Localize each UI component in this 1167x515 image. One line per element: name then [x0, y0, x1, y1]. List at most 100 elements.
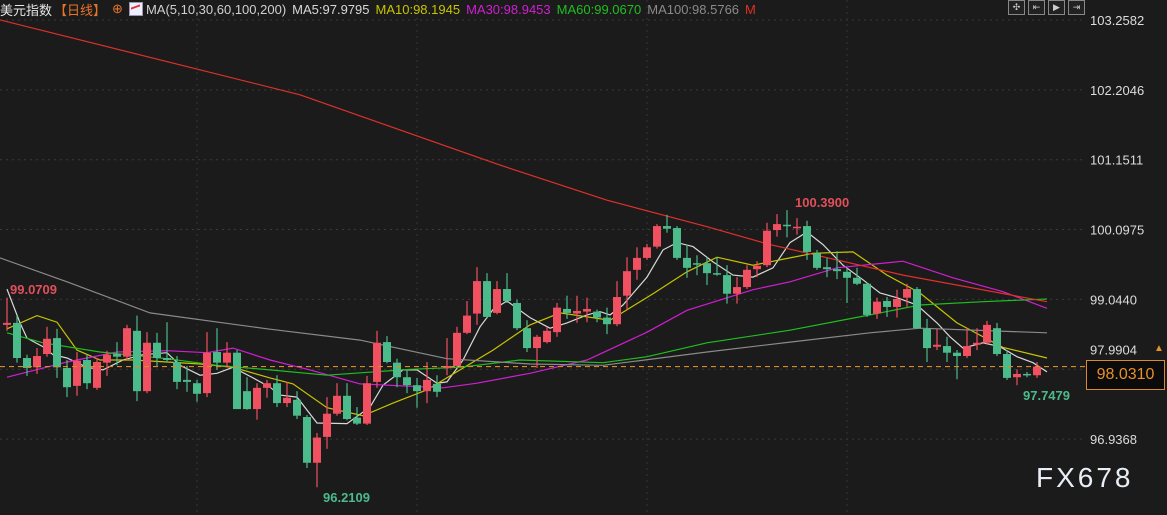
- candle: [423, 361, 431, 404]
- candle: [713, 257, 721, 276]
- candle-body: [773, 224, 781, 231]
- candle-body: [523, 328, 531, 349]
- low-annotation-right: 97.7479: [1023, 388, 1070, 403]
- candle-body: [423, 379, 431, 392]
- candle: [933, 328, 941, 351]
- candle-body: [923, 328, 931, 349]
- candle: [693, 255, 701, 276]
- price-tag-arrow-icon: ▲: [1154, 343, 1164, 354]
- candle-body: [63, 367, 71, 388]
- zoom-range-icon[interactable]: ⇤: [1028, 0, 1045, 15]
- candle: [143, 332, 151, 394]
- candle-body: [543, 330, 551, 343]
- candle-body: [393, 362, 401, 378]
- y-tick-label: 97.9904: [1090, 343, 1137, 358]
- candle-body: [763, 230, 771, 266]
- candle-body: [173, 361, 181, 382]
- candle-body: [863, 283, 871, 315]
- candle: [63, 359, 71, 398]
- candle-body: [433, 383, 441, 392]
- candle: [953, 350, 961, 380]
- ma-legend-item: MA60:99.0670: [556, 1, 642, 17]
- candle-body: [563, 308, 571, 313]
- play-icon[interactable]: ▶: [1048, 0, 1065, 15]
- ma-line-ma30: [6, 260, 1048, 389]
- candle-body: [1013, 373, 1021, 378]
- candle-body: [803, 226, 811, 252]
- candle: [573, 295, 581, 323]
- candle-body: [73, 360, 81, 386]
- candle: [153, 332, 161, 366]
- candle: [253, 383, 261, 420]
- candle: [273, 375, 281, 408]
- period-selector[interactable]: 【日线】: [54, 2, 107, 18]
- ma-legend-item: M: [745, 1, 756, 17]
- candle-body: [503, 289, 511, 301]
- candle-body: [933, 344, 941, 347]
- candle-body: [363, 383, 371, 424]
- candle: [323, 397, 331, 449]
- candle-body: [753, 265, 761, 270]
- candle: [663, 214, 671, 233]
- candle-body: [553, 307, 561, 333]
- candle: [633, 247, 641, 280]
- candle-body: [513, 302, 521, 329]
- ma-legend: MA5:97.9795 MA10:98.1945 MA30:98.9453 MA60:…: [292, 2, 762, 17]
- candle-body: [723, 275, 731, 294]
- candle: [943, 336, 951, 362]
- instrument-title: 美元指数: [0, 2, 53, 18]
- candle: [483, 273, 491, 319]
- candle-body: [43, 338, 51, 355]
- candle: [43, 326, 51, 357]
- candle: [513, 299, 521, 331]
- ma-settings[interactable]: MA(5,10,30,60,100,200): [145, 1, 287, 17]
- ma-line-ma100: [0, 257, 1048, 366]
- candle-body: [463, 315, 471, 333]
- ma-line-ma200: [0, 19, 1048, 303]
- candle-body: [233, 352, 241, 410]
- candle-body: [273, 383, 281, 404]
- candle: [303, 415, 311, 469]
- jump-end-icon[interactable]: ⇥: [1068, 0, 1085, 15]
- candle: [313, 432, 321, 488]
- y-tick-label: 99.0440: [1090, 292, 1137, 307]
- ma-legend-item: MA10:98.1945: [375, 1, 461, 17]
- candle-body: [453, 332, 461, 366]
- candle: [813, 249, 821, 270]
- candle: [443, 338, 451, 376]
- candle: [113, 342, 121, 366]
- candle-body: [13, 322, 21, 359]
- candle-body: [1003, 354, 1011, 378]
- candle: [283, 381, 291, 408]
- candle-body: [153, 342, 161, 359]
- candle: [3, 297, 11, 331]
- candle-body: [813, 253, 821, 268]
- candle: [993, 322, 1001, 357]
- candle: [543, 326, 551, 344]
- candle-body: [133, 330, 141, 392]
- candle: [403, 369, 411, 394]
- circle-plus-icon[interactable]: ⊕: [112, 1, 123, 16]
- candle: [333, 383, 341, 416]
- candle: [413, 377, 421, 408]
- candle: [93, 358, 101, 390]
- crosshair-icon[interactable]: ✣: [1008, 0, 1025, 15]
- chart-header: 美元指数 【日线】 ⊕ MA(5,10,30,60,100,200) MA5:9…: [0, 0, 762, 18]
- candle-body: [673, 228, 681, 258]
- candle: [563, 295, 571, 319]
- candle: [53, 328, 61, 378]
- candle-body: [533, 336, 541, 349]
- candle: [973, 328, 981, 351]
- candle: [213, 328, 221, 370]
- ma-legend-item: MA30:98.9453: [466, 1, 551, 17]
- high-annotation-left: 99.0709: [10, 282, 57, 297]
- candle-body: [973, 342, 981, 345]
- candle: [123, 324, 131, 360]
- candle-body: [683, 257, 691, 268]
- candle: [453, 326, 461, 368]
- chart-icon[interactable]: [128, 2, 143, 16]
- candle-body: [703, 263, 711, 274]
- current-price-tag: 98.0310: [1086, 360, 1165, 390]
- candle: [913, 287, 921, 329]
- candle-body: [203, 352, 211, 394]
